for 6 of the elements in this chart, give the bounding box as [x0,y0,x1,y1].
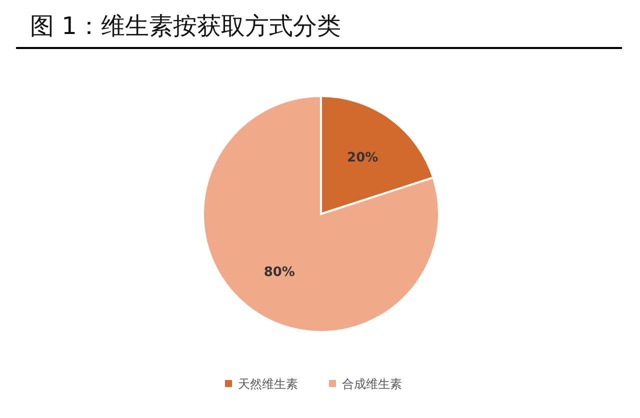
data-label: 80% [264,264,295,280]
legend-label: 天然维生素 [238,377,298,392]
legend-label: 合成维生素 [342,377,402,392]
pie-slice [202,95,440,333]
chart-title: 图 1：维生素按获取方式分类 [30,12,341,40]
data-label: 20% [347,150,378,166]
